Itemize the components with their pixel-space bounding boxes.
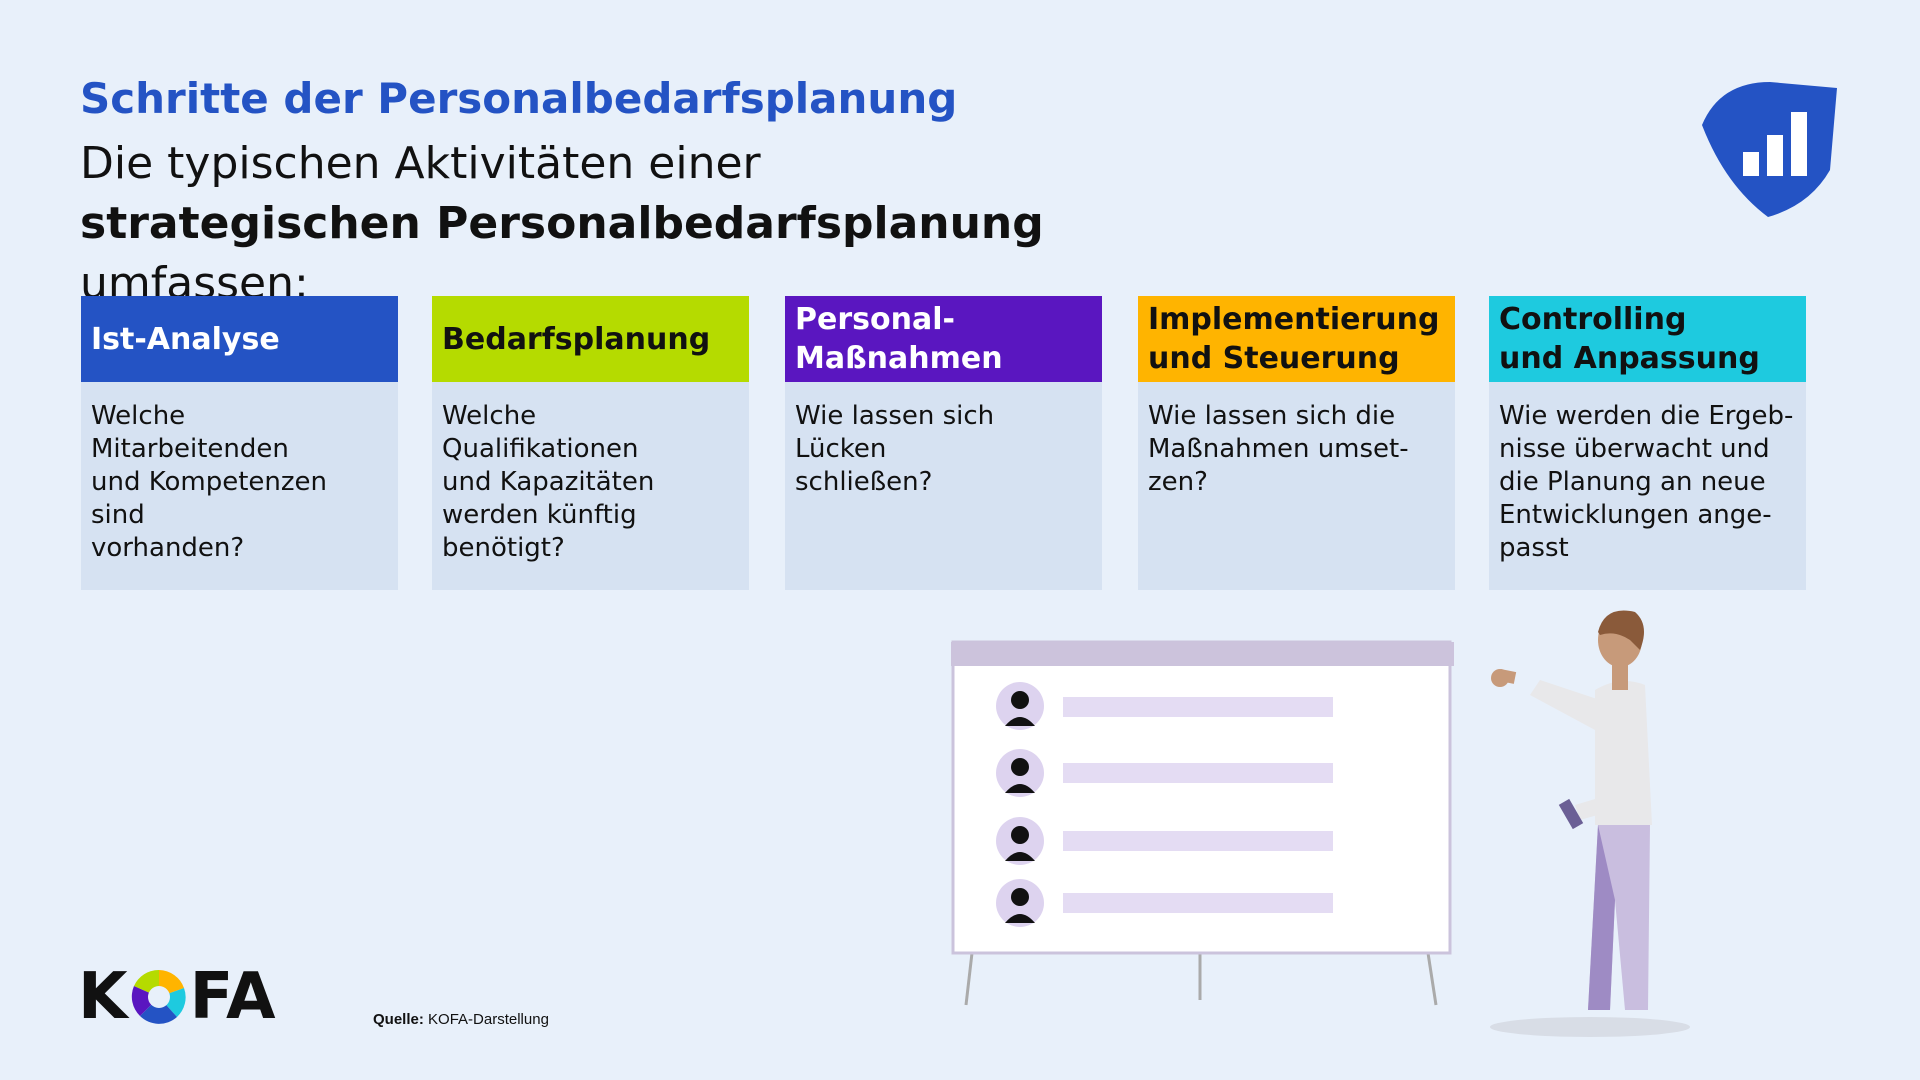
step-question-line: Welche Mitarbeitenden xyxy=(91,401,289,464)
step-title-line: und Steuerung xyxy=(1148,341,1400,376)
step-question: Wie lassen sich die Maßnahmen umset-zen? xyxy=(1138,382,1455,517)
logo: K FA xyxy=(78,960,276,1034)
step-header: Bedarfsplanung xyxy=(432,296,749,382)
step-title-line: Controlling xyxy=(1499,302,1687,337)
subtitle-emphasis: strategischen Personalbedarfsplanung xyxy=(80,198,1044,249)
step-title-line: Ist-Analyse xyxy=(91,321,280,357)
step-header: Personal- Maßnahmen xyxy=(785,296,1102,382)
logo-aperture xyxy=(131,969,186,1024)
source: Quelle: KOFA-Darstellung xyxy=(373,1011,549,1028)
step-question-line: schließen? xyxy=(795,467,933,497)
logo-suffix: FA xyxy=(189,960,276,1034)
step-title-line: Maßnahmen xyxy=(795,341,1003,376)
source-text: KOFA-Darstellung xyxy=(428,1011,549,1028)
step-title-line: und Anpassung xyxy=(1499,341,1760,376)
badge-bar xyxy=(1767,135,1783,176)
step-question-line: Wie lassen sich die xyxy=(1148,401,1396,431)
step-question-line: die Planung an neue xyxy=(1499,467,1766,497)
step-question: Wie lassen sich Lücken schließen? xyxy=(785,382,1102,517)
step-question-line: Welche Qualifikationen xyxy=(442,401,639,464)
step-question-line: nisse überwacht und xyxy=(1499,434,1770,464)
step-question: Welche Qualifikationen und Kapazitäten wer… xyxy=(432,382,749,583)
step-card: Personal- Maßnahmen Wie lassen sich Lücken… xyxy=(785,296,1102,590)
step-card: Bedarfsplanung Welche Qualifikationen und … xyxy=(432,296,749,590)
whiteboard xyxy=(951,640,1454,1006)
step-question-line: Wie werden die Ergeb- xyxy=(1499,401,1794,431)
step-question-line: passt xyxy=(1499,533,1569,563)
logo-prefix: K xyxy=(78,960,128,1034)
step-title-line: Bedarfsplanung xyxy=(442,321,711,357)
step-question-line: Maßnahmen umset- xyxy=(1148,434,1409,464)
step-question: Welche Mitarbeitenden und Kompetenzen sin… xyxy=(81,382,398,583)
subtitle-intro: Die typischen Aktivitäten einer xyxy=(80,138,761,189)
badge-bar xyxy=(1791,112,1807,176)
step-question-line: Wie lassen sich Lücken xyxy=(795,401,995,464)
step-card: Ist-Analyse Welche Mitarbeitenden und Komp… xyxy=(81,296,398,590)
presenter xyxy=(1490,610,1690,1037)
step-question-line: und Kompetenzen sind xyxy=(91,467,328,530)
step-question-line: zen? xyxy=(1148,467,1208,497)
badge-bar xyxy=(1743,152,1759,176)
title: Schritte der Personalbedarfsplanung xyxy=(80,74,958,123)
step-question: Wie werden die Ergeb-nisse überwacht und… xyxy=(1489,382,1806,583)
step-header: Implementierung und Steuerung xyxy=(1138,296,1455,382)
step-question-line: werden künftig xyxy=(442,500,637,530)
step-question-line: vorhanden? xyxy=(91,533,245,563)
subtitle: Die typischen Aktivitäten einer strategi… xyxy=(80,134,1080,314)
brand-badge xyxy=(1702,82,1837,217)
step-title-line: Personal- xyxy=(795,302,955,337)
step-card: Implementierung und Steuerung Wie lassen s… xyxy=(1138,296,1455,590)
step-header: Ist-Analyse xyxy=(81,296,398,382)
source-label: Quelle: xyxy=(373,1011,424,1028)
step-card: Controlling und Anpassung Wie werden die E… xyxy=(1489,296,1806,590)
step-title-line: Implementierung xyxy=(1148,302,1440,337)
step-question-line: und Kapazitäten xyxy=(442,467,655,497)
step-question-line: Entwicklungen ange- xyxy=(1499,500,1772,530)
step-question-line: benötigt? xyxy=(442,533,565,563)
step-header: Controlling und Anpassung xyxy=(1489,296,1806,382)
